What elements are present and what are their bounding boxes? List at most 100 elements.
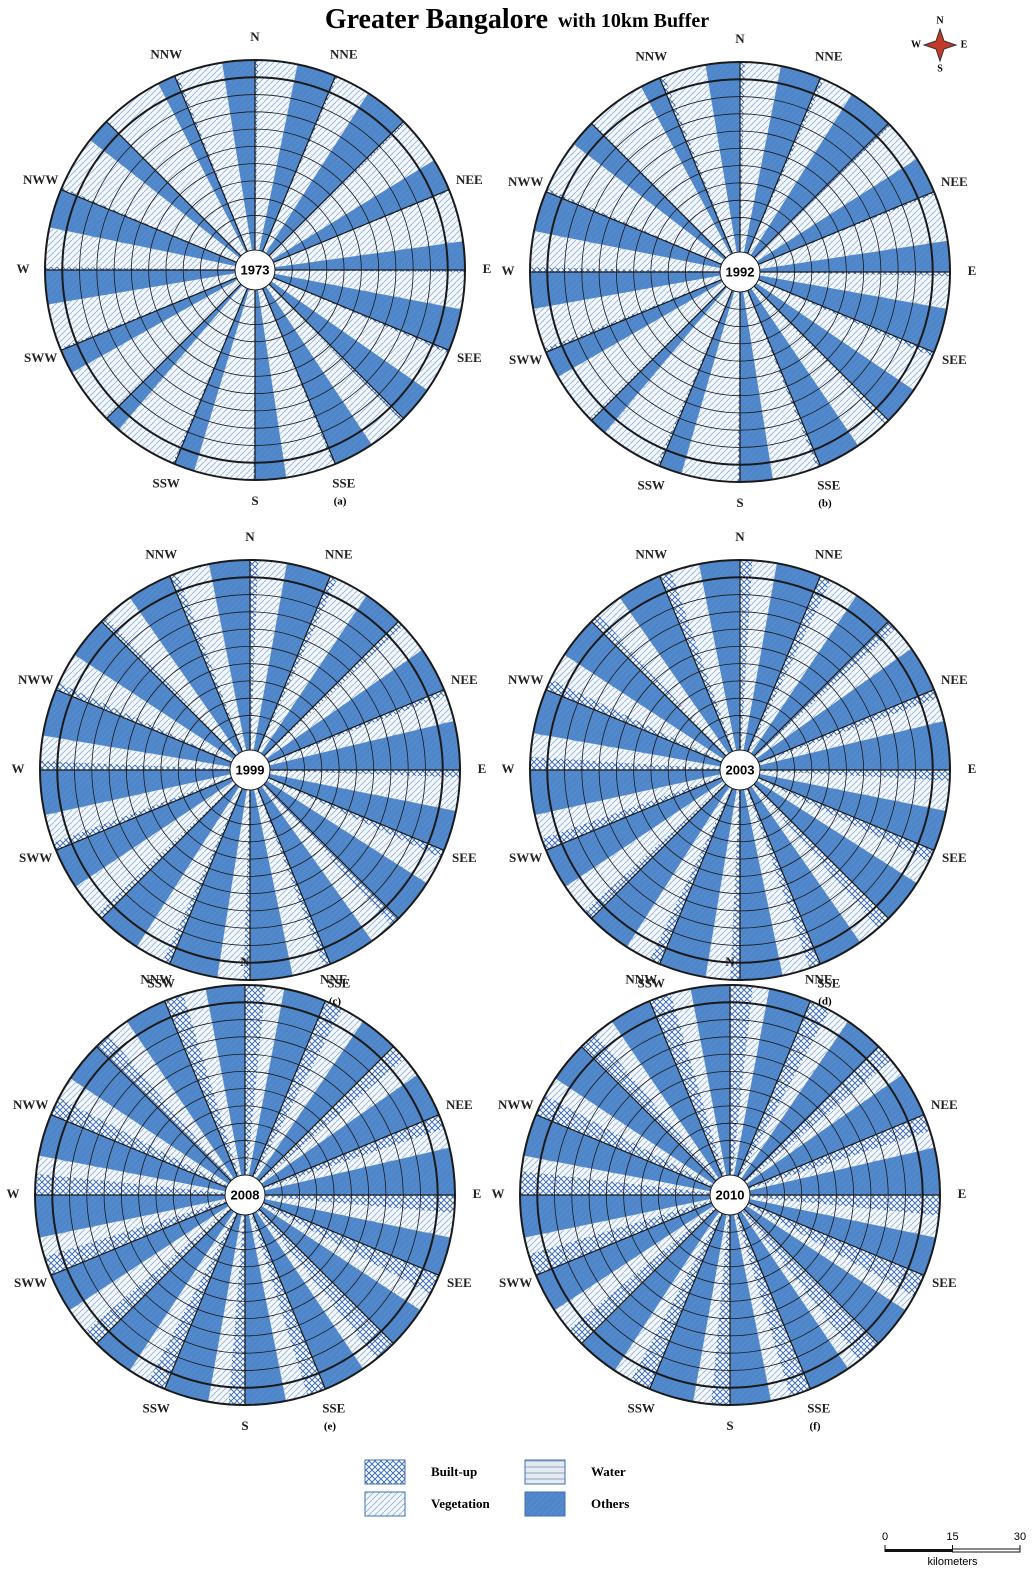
class-share [733,988,811,1177]
class-share [619,597,729,754]
scale-tick-label: 0 [882,1531,888,1543]
class-share [264,626,422,759]
class-share [60,277,238,373]
class-share [264,1198,451,1238]
class-share [741,1020,849,1179]
class-share [164,994,240,1177]
class-share [573,143,725,260]
direction-label: NNW [635,547,667,562]
direction-label: SEE [447,1275,472,1290]
class-share [758,275,947,353]
class-share [245,985,266,1176]
class-share [541,776,722,851]
class-share [254,788,324,976]
class-share [749,1147,940,1195]
class-share [740,789,783,980]
class-share [545,188,722,265]
class-share [42,689,232,767]
class-share [273,273,462,351]
class-share [751,785,879,942]
spoke [268,121,404,257]
class-share [698,564,737,751]
class-share [759,720,950,770]
zone-map: NNNENEEESEESSESSSWSWWWNWWNNW1999(c) [12,529,487,1008]
class-share [269,773,457,811]
class-share [208,1214,244,1405]
compass: N E S W [911,15,968,74]
class-share [245,1214,286,1405]
class-share [535,1095,713,1188]
class-share [598,598,729,756]
class-share [253,563,287,751]
class-share [753,286,889,425]
class-share [745,1060,902,1184]
class-share [641,77,733,255]
class-share [554,1206,715,1330]
class-share [748,79,852,256]
class-share [273,191,463,268]
class-share [533,275,722,349]
class-share [257,1209,394,1359]
class-share [545,679,722,763]
zone-map: N NNE NEE E SEE SSE S SSW SWW W NWW NNW 2008 (e) [7,954,482,1433]
class-share [748,580,856,754]
class-share [250,560,287,751]
class-share [545,1079,714,1186]
direction-label: N [240,954,250,969]
class-share [169,572,244,752]
scale-bar-segment [952,1548,1021,1553]
class-share [273,277,450,354]
direction-label: SEE [942,352,967,367]
direction-label: NNE [325,547,352,562]
class-share [126,1000,238,1179]
class-share [254,1009,363,1179]
direction-label: NEE [446,1097,473,1112]
class-share [730,985,754,1176]
direction-label: NWW [18,672,53,687]
class-share [263,1114,445,1189]
class-share [250,1213,326,1396]
scale-tick-label: 30 [1014,1531,1026,1543]
class-share [44,774,231,816]
class-share [743,563,777,751]
class-share [89,139,240,258]
direction-label: SWW [24,350,57,365]
spoke [748,1202,925,1276]
class-share [547,144,725,265]
class-share [261,784,392,941]
spoke [758,689,935,763]
class-share [591,286,728,433]
direction-label: NNE [805,972,832,987]
class-share [261,594,367,754]
class-share [259,1046,405,1183]
class-share [246,986,284,1176]
spoke [758,279,935,353]
class-share [611,1000,723,1179]
class-share [730,789,740,980]
class-share [106,598,239,756]
spoke [753,621,889,757]
class-share [262,76,368,254]
direction-label: NEE [456,172,483,187]
direction-label: E [958,1186,967,1201]
direction-label: SSW [627,1400,654,1415]
spoke [659,575,733,752]
class-share [746,1204,915,1310]
class-share [38,1114,227,1192]
class-share [261,786,373,941]
direction-label: NEE [451,672,478,687]
class-share [758,279,935,357]
legend-swatch [524,1459,566,1485]
class-share [530,267,721,272]
direction-label: SEE [457,350,482,365]
direction-label: NWW [508,672,543,687]
spoke [649,1000,723,1177]
scale-bar: 0 15 30 kilometers [882,1531,1026,1568]
spoke [758,777,935,851]
class-share [265,92,369,254]
direction-label: SSE [327,975,350,990]
spoke [758,191,935,265]
class-share [737,1000,830,1178]
spoke [174,75,248,252]
